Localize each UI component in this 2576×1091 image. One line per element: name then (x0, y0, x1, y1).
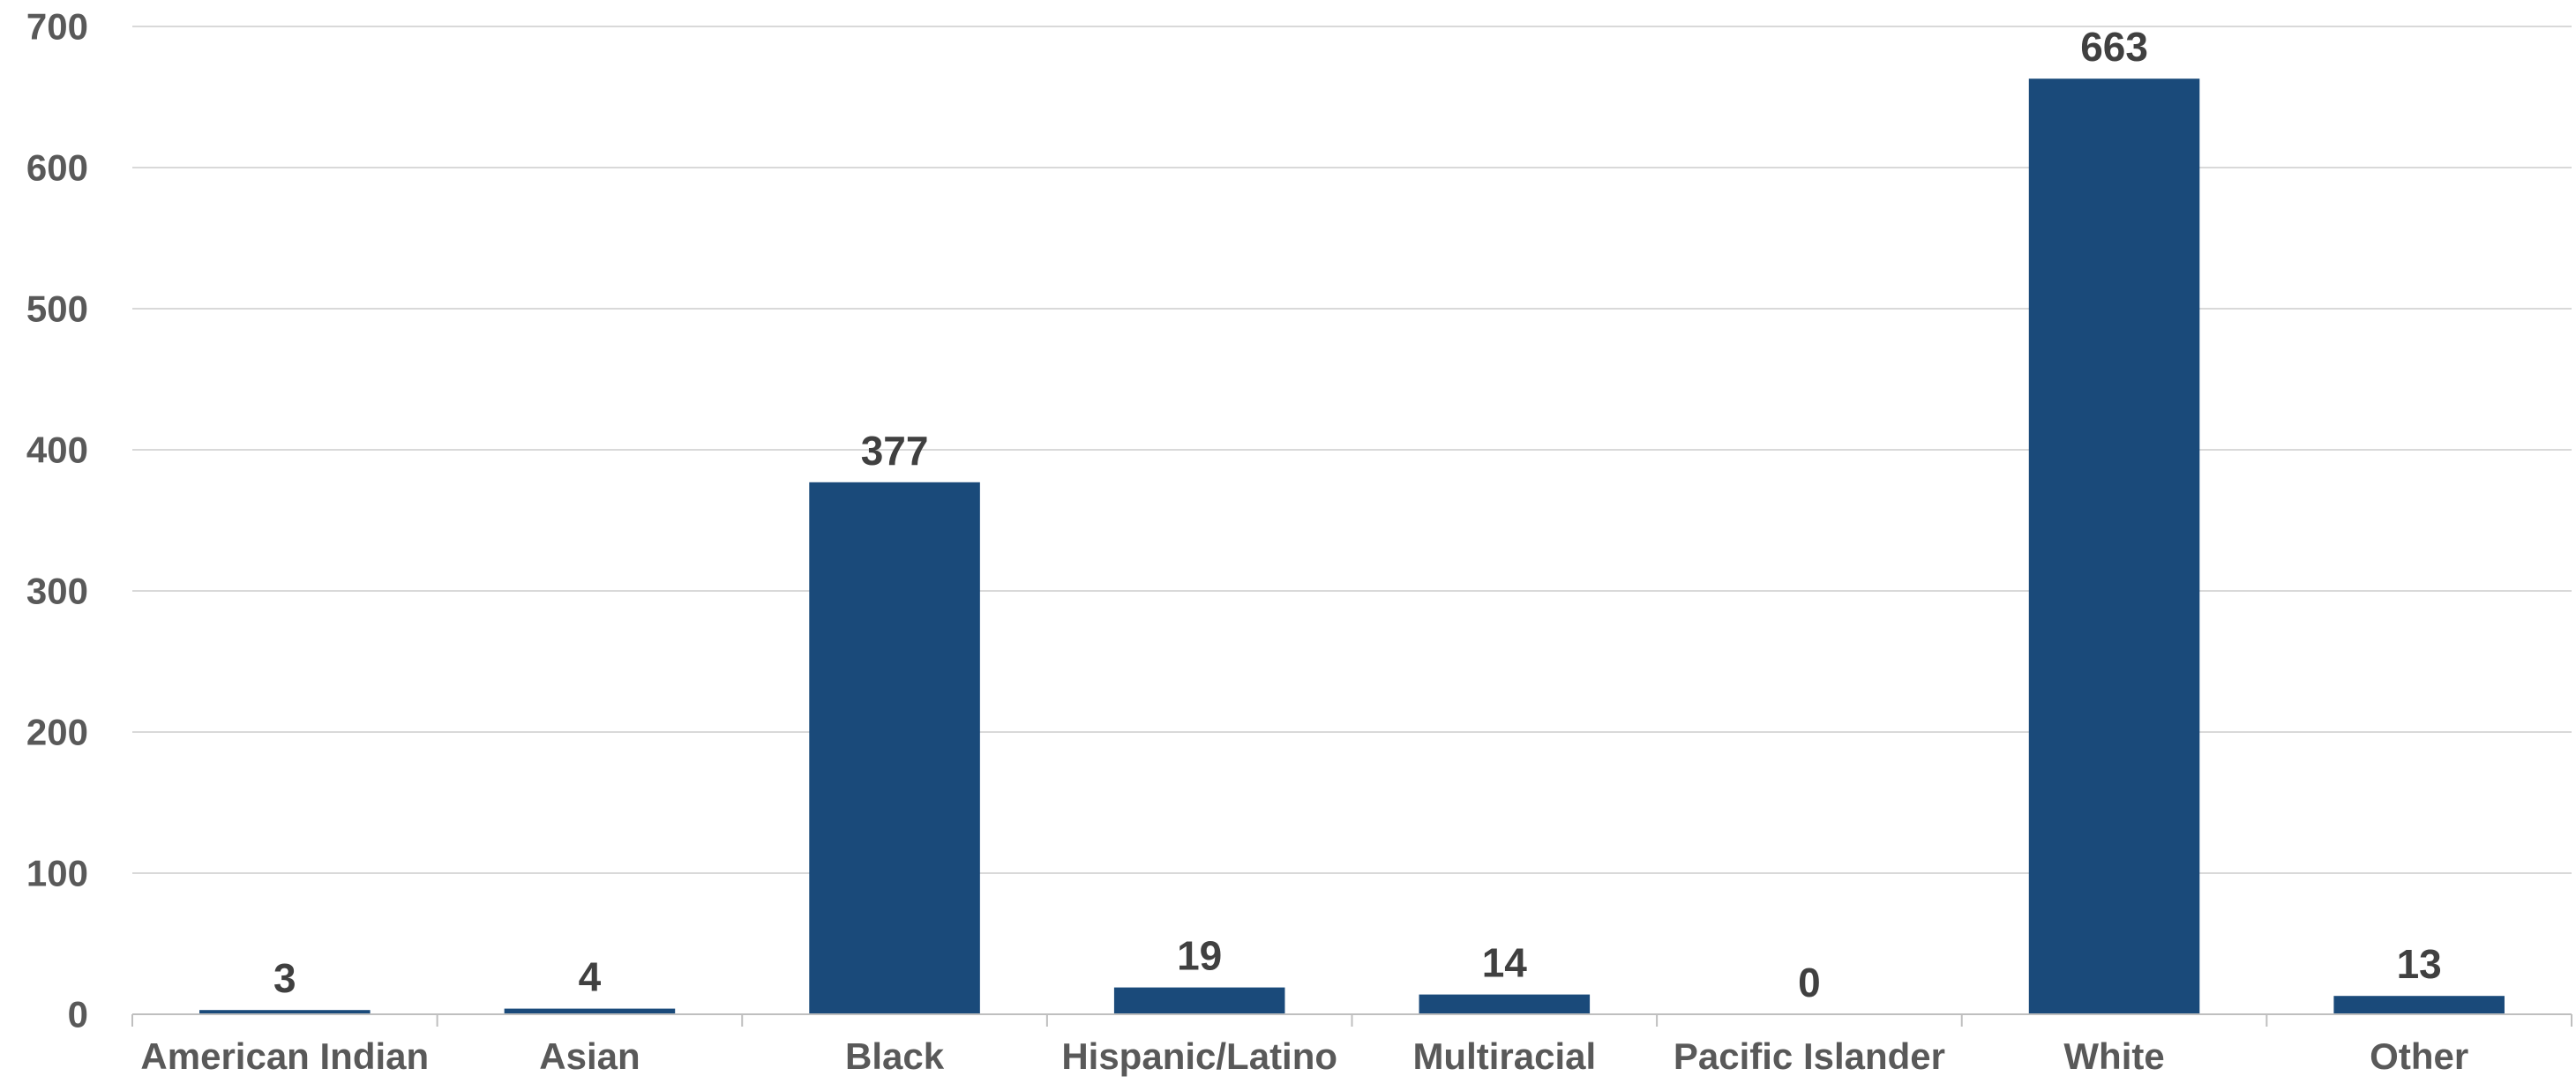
x-tick-label: Black (845, 1035, 945, 1077)
y-tick-label: 500 (26, 288, 88, 330)
y-tick-label: 300 (26, 571, 88, 612)
bar-american-indian (199, 1010, 371, 1014)
data-label: 377 (861, 428, 929, 474)
x-tick-label: Hispanic/Latino (1061, 1035, 1337, 1077)
bar-other (2333, 996, 2505, 1014)
data-label: 663 (2080, 24, 2148, 70)
y-tick-label: 600 (26, 147, 88, 189)
data-label: 14 (1482, 940, 1528, 986)
x-tick-label: Multiracial (1412, 1035, 1596, 1077)
bar-black (809, 482, 980, 1014)
x-tick-label: Other (2370, 1035, 2468, 1077)
labels: 0 100 200 300 400 500 600 700 3 American Indian 4 A… (26, 6, 2468, 1078)
y-tick-label: 400 (26, 430, 88, 471)
data-label: 3 (273, 955, 296, 1001)
y-tick-label: 200 (26, 712, 88, 753)
bar-multiracial (1419, 994, 1591, 1014)
y-tick-label: 0 (68, 994, 88, 1035)
gridlines (132, 26, 2572, 874)
axes (131, 1013, 2572, 1027)
x-tick-label: Asian (539, 1035, 640, 1077)
data-label: 19 (1177, 933, 1222, 979)
bar-hispanic-latino (1113, 987, 1285, 1014)
x-tick-label: American Indian (140, 1035, 429, 1077)
data-label: 0 (1798, 960, 1821, 1005)
data-label: 4 (579, 954, 602, 1000)
y-tick-label: 700 (26, 6, 88, 48)
data-label: 13 (2397, 941, 2442, 987)
bar-white (2028, 78, 2200, 1015)
x-tick-label: White (2063, 1035, 2164, 1077)
x-tick-label: Pacific Islander (1674, 1035, 1945, 1077)
y-tick-label: 100 (26, 853, 88, 894)
bar-asian (504, 1008, 676, 1014)
bars (199, 78, 2505, 1015)
